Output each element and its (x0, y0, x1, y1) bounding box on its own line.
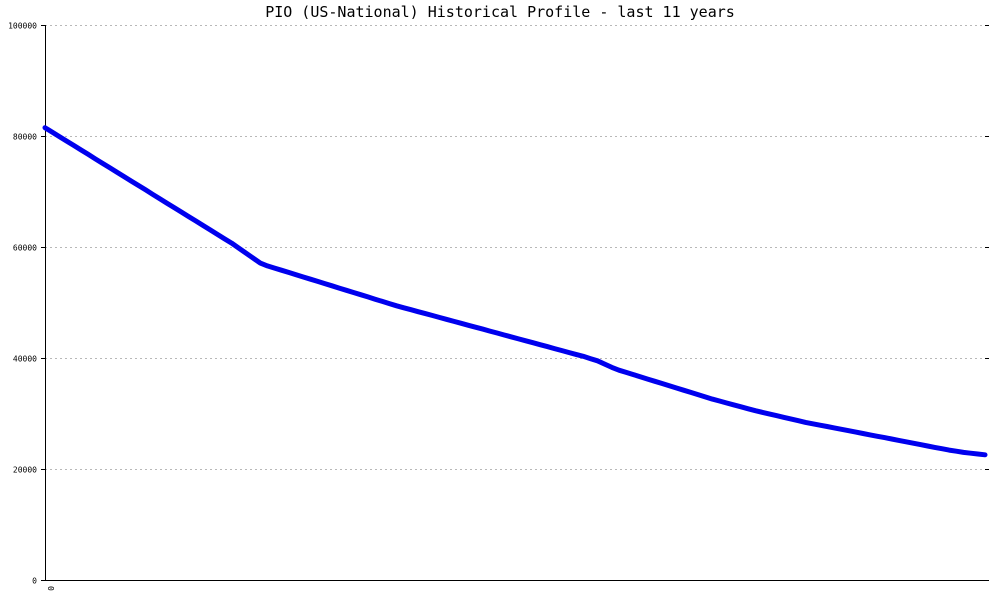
chart-title: PIO (US-National) Historical Profile - l… (265, 3, 735, 21)
y-tick-label: 60000 (13, 244, 37, 253)
y-tick-labels: 0 20000 40000 60000 80000 100000 (8, 22, 37, 586)
x-tick-labels: 0 (46, 586, 55, 591)
x-tick-label: 0 (46, 586, 55, 591)
series-lines (42, 125, 988, 458)
y-tick-label: 40000 (13, 355, 37, 364)
y-tick-label: 80000 (13, 133, 37, 142)
axes (41, 25, 989, 581)
grid-lines (45, 25, 985, 470)
y-tick-label: 100000 (8, 22, 37, 31)
series-line (42, 125, 988, 458)
y-tick-label: 0 (32, 577, 37, 586)
y-tick-label: 20000 (13, 466, 37, 475)
